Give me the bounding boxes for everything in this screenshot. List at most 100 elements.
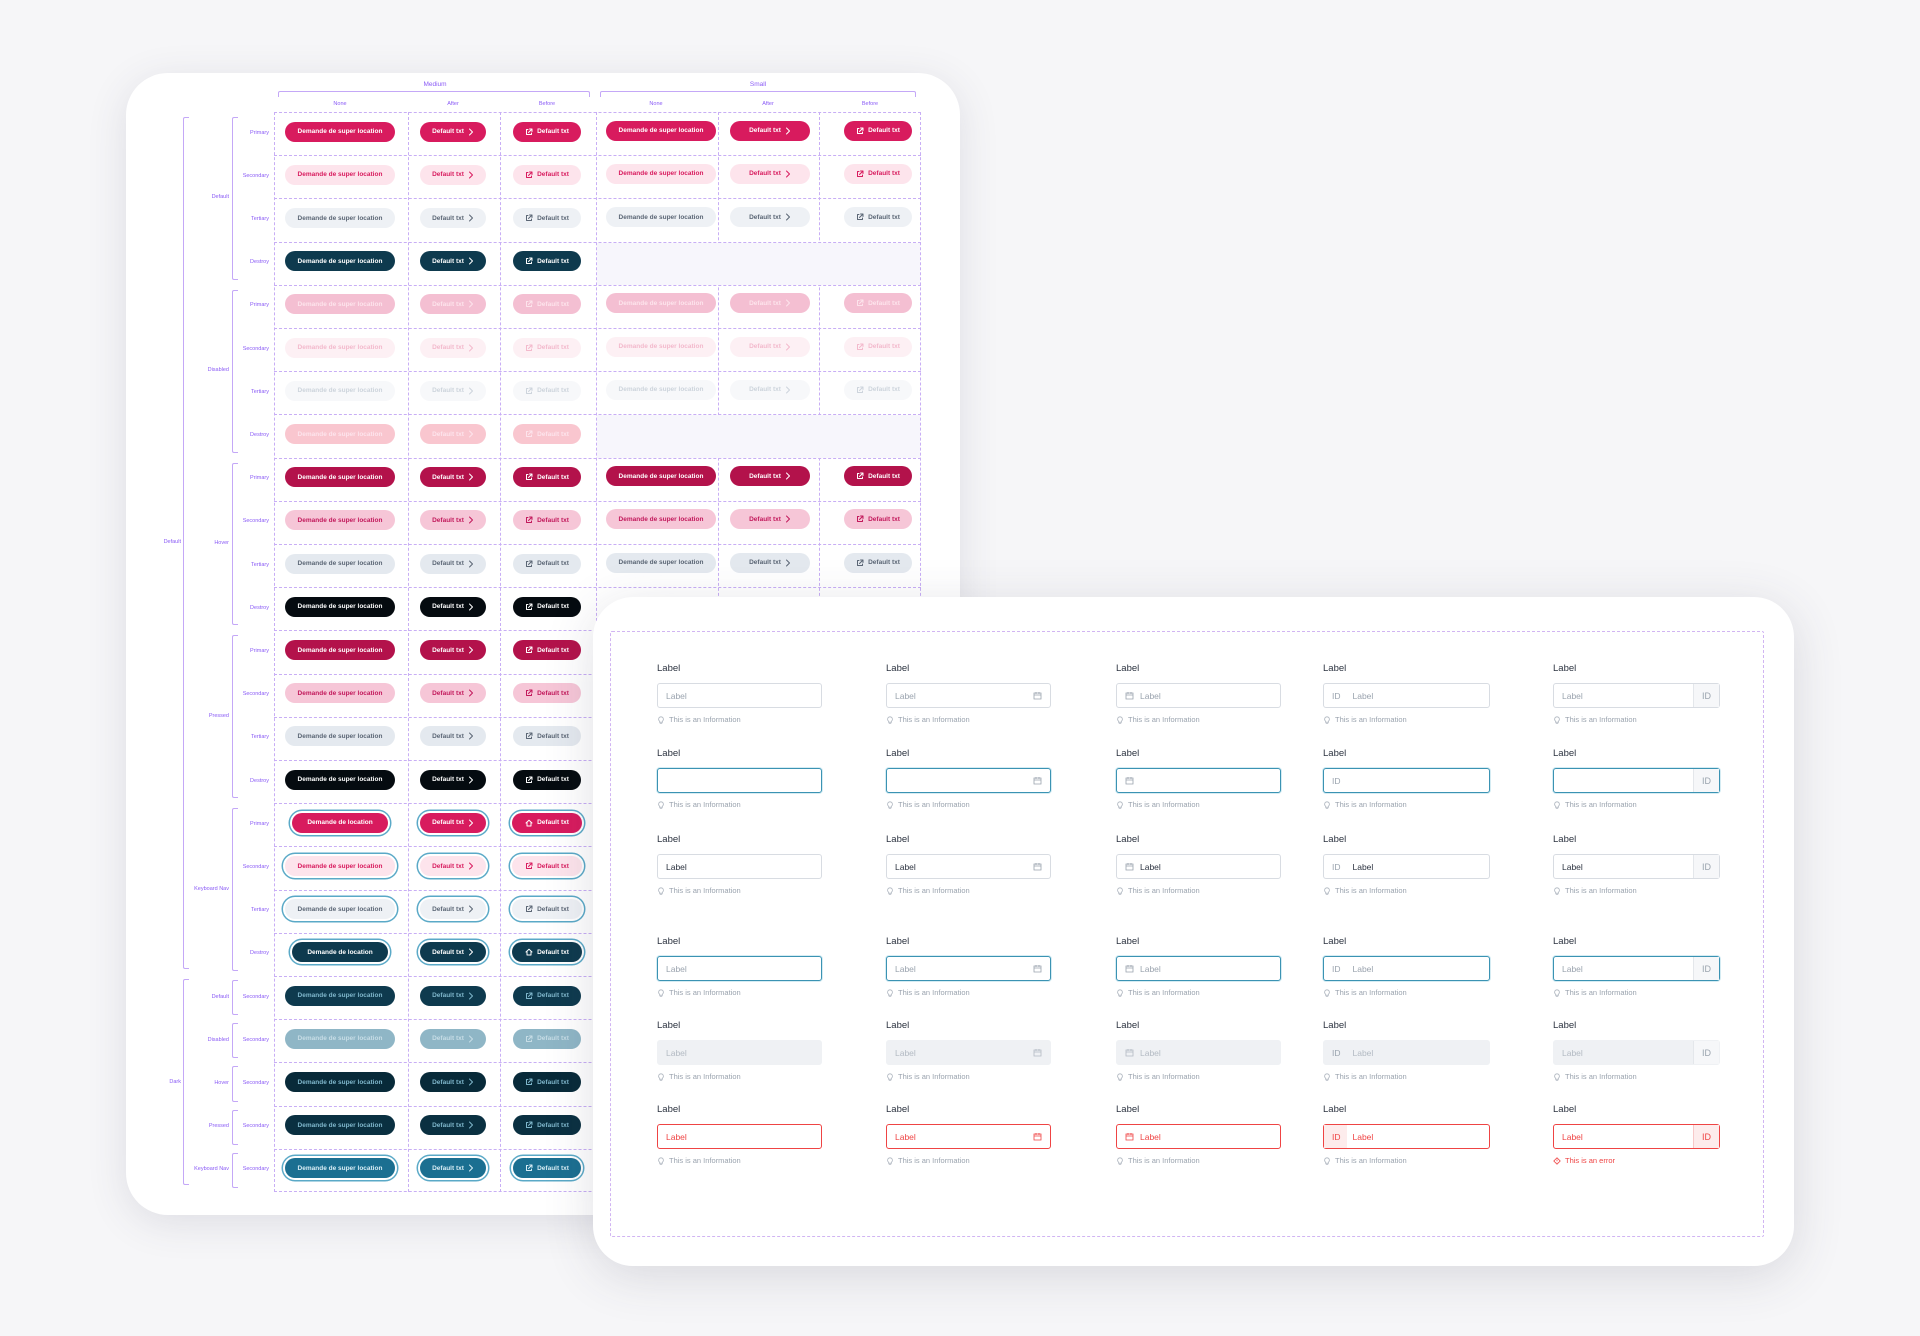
- dark-button-medium-before[interactable]: Default txt: [513, 1158, 581, 1179]
- input-field-date-prefix[interactable]: Label: [1116, 1040, 1281, 1065]
- dark-button-medium-after[interactable]: Default txt: [420, 1072, 486, 1092]
- button-medium-none[interactable]: Demande de super location: [285, 726, 395, 747]
- dark-button-medium-before[interactable]: Default txt: [513, 1028, 581, 1049]
- input-field-date-prefix[interactable]: Label: [1116, 683, 1281, 708]
- dark-button-medium-none[interactable]: Demande de super location: [285, 1115, 395, 1136]
- button-small-none[interactable]: Demande de super location: [606, 509, 716, 530]
- button-medium-before[interactable]: Default txt: [513, 164, 581, 185]
- input-field-date-suffix[interactable]: [886, 768, 1051, 793]
- button-medium-after[interactable]: Default txt: [420, 640, 486, 660]
- button-small-after[interactable]: Default txt: [730, 293, 810, 314]
- button-medium-before[interactable]: Default txt: [513, 251, 581, 272]
- dark-button-medium-after[interactable]: Default txt: [420, 985, 486, 1006]
- button-medium-before[interactable]: Default txt: [513, 553, 581, 574]
- button-medium-after[interactable]: Default txt: [420, 856, 486, 876]
- input-field-date-suffix[interactable]: Label: [886, 956, 1051, 981]
- dark-button-medium-after[interactable]: Default txt: [420, 1028, 486, 1049]
- button-small-after[interactable]: Default txt: [730, 379, 810, 400]
- button-medium-after[interactable]: Default txt: [420, 121, 486, 142]
- input-field-id-prefix[interactable]: ID Label: [1323, 854, 1490, 879]
- button-small-after[interactable]: Default txt: [730, 120, 810, 141]
- button-small-none[interactable]: Demande de super location: [606, 336, 716, 357]
- button-small-before[interactable]: Default txt: [844, 509, 912, 530]
- button-small-before[interactable]: Default txt: [844, 207, 912, 227]
- input-field-id-prefix[interactable]: ID Label: [1323, 683, 1490, 708]
- button-small-before[interactable]: Default txt: [844, 293, 912, 314]
- button-medium-before[interactable]: Default txt: [512, 899, 582, 920]
- input-field-id-suffix[interactable]: Label ID: [1553, 1124, 1720, 1149]
- button-medium-after[interactable]: Default txt: [420, 683, 486, 704]
- input-field-id-prefix[interactable]: ID Label: [1323, 1040, 1490, 1065]
- button-medium-before[interactable]: Default txt: [512, 812, 582, 833]
- button-small-after[interactable]: Default txt: [730, 509, 810, 530]
- button-medium-none[interactable]: Demande de super location: [285, 251, 395, 272]
- button-small-none[interactable]: Demande de super location: [606, 120, 716, 141]
- button-medium-after[interactable]: Default txt: [420, 942, 486, 963]
- button-medium-after[interactable]: Default txt: [420, 337, 486, 358]
- button-medium-none[interactable]: Demande de super location: [285, 640, 395, 660]
- button-medium-before[interactable]: Default txt: [513, 640, 581, 660]
- input-field-date-prefix[interactable]: Label: [1116, 854, 1281, 879]
- button-medium-before[interactable]: Default txt: [513, 596, 581, 617]
- input-field-text[interactable]: Label: [657, 956, 822, 981]
- button-medium-before[interactable]: Default txt: [513, 726, 581, 747]
- button-small-before[interactable]: Default txt: [844, 379, 912, 400]
- button-medium-before[interactable]: Default txt: [513, 769, 581, 790]
- dark-button-medium-before[interactable]: Default txt: [513, 1072, 581, 1092]
- input-field-date-prefix[interactable]: Label: [1116, 1124, 1281, 1149]
- dark-button-medium-before[interactable]: Default txt: [513, 985, 581, 1006]
- input-field-date-prefix[interactable]: Label: [1116, 956, 1281, 981]
- button-medium-after[interactable]: Default txt: [420, 899, 486, 920]
- button-medium-before[interactable]: Default txt: [513, 337, 581, 358]
- button-medium-none[interactable]: Demande de super location: [285, 769, 395, 790]
- button-medium-none[interactable]: Demande de super location: [285, 164, 395, 185]
- input-field-id-prefix[interactable]: ID: [1323, 768, 1490, 793]
- button-small-none[interactable]: Demande de super location: [606, 293, 716, 314]
- input-field-id-suffix[interactable]: Label ID: [1553, 956, 1720, 981]
- button-small-none[interactable]: Demande de super location: [606, 163, 716, 184]
- button-medium-none[interactable]: Demande de super location: [285, 856, 395, 876]
- button-small-after[interactable]: Default txt: [730, 466, 810, 487]
- button-medium-after[interactable]: Default txt: [420, 812, 486, 833]
- input-field-date-suffix[interactable]: Label: [886, 1040, 1051, 1065]
- button-medium-before[interactable]: Default txt: [513, 380, 581, 401]
- button-medium-after[interactable]: Default txt: [420, 424, 486, 444]
- button-medium-after[interactable]: Default txt: [420, 596, 486, 617]
- dark-button-medium-none[interactable]: Demande de super location: [285, 1158, 395, 1179]
- button-small-none[interactable]: Demande de super location: [606, 466, 716, 487]
- button-medium-before[interactable]: Default txt: [513, 510, 581, 531]
- dark-button-medium-after[interactable]: Default txt: [420, 1158, 486, 1179]
- button-medium-after[interactable]: Default txt: [420, 251, 486, 272]
- button-medium-after[interactable]: Default txt: [420, 769, 486, 790]
- button-small-after[interactable]: Default txt: [730, 163, 810, 184]
- dark-button-medium-after[interactable]: Default txt: [420, 1115, 486, 1136]
- button-small-after[interactable]: Default txt: [730, 552, 810, 573]
- button-small-after[interactable]: Default txt: [730, 207, 810, 227]
- button-medium-none[interactable]: Demande de super location: [285, 553, 395, 574]
- button-small-before[interactable]: Default txt: [844, 120, 912, 141]
- button-medium-before[interactable]: Default txt: [512, 856, 582, 876]
- input-field-date-suffix[interactable]: Label: [886, 1124, 1051, 1149]
- button-small-before[interactable]: Default txt: [844, 466, 912, 487]
- input-field-text[interactable]: Label: [657, 854, 822, 879]
- input-field-text[interactable]: Label: [657, 1040, 822, 1065]
- input-field-id-suffix[interactable]: Label ID: [1553, 683, 1720, 708]
- input-field-text[interactable]: [657, 768, 822, 793]
- dark-button-medium-none[interactable]: Demande de super location: [285, 1072, 395, 1092]
- button-medium-none[interactable]: Demande de super location: [285, 208, 395, 228]
- button-medium-before[interactable]: Default txt: [513, 467, 581, 488]
- button-medium-none[interactable]: Demande de super location: [285, 467, 395, 488]
- dark-button-medium-none[interactable]: Demande de super location: [285, 985, 395, 1006]
- button-small-before[interactable]: Default txt: [844, 336, 912, 357]
- button-medium-none[interactable]: Demande de super location: [285, 424, 395, 444]
- button-medium-after[interactable]: Default txt: [420, 294, 486, 315]
- button-medium-before[interactable]: Default txt: [513, 683, 581, 704]
- button-small-before[interactable]: Default txt: [844, 163, 912, 184]
- button-medium-after[interactable]: Default txt: [420, 164, 486, 185]
- button-medium-after[interactable]: Default txt: [420, 726, 486, 747]
- dark-button-medium-none[interactable]: Demande de super location: [285, 1028, 395, 1049]
- button-medium-before[interactable]: Default txt: [513, 424, 581, 444]
- button-medium-none[interactable]: Demande de location: [292, 942, 388, 963]
- input-field-text[interactable]: Label: [657, 683, 822, 708]
- button-medium-before[interactable]: Default txt: [512, 942, 582, 963]
